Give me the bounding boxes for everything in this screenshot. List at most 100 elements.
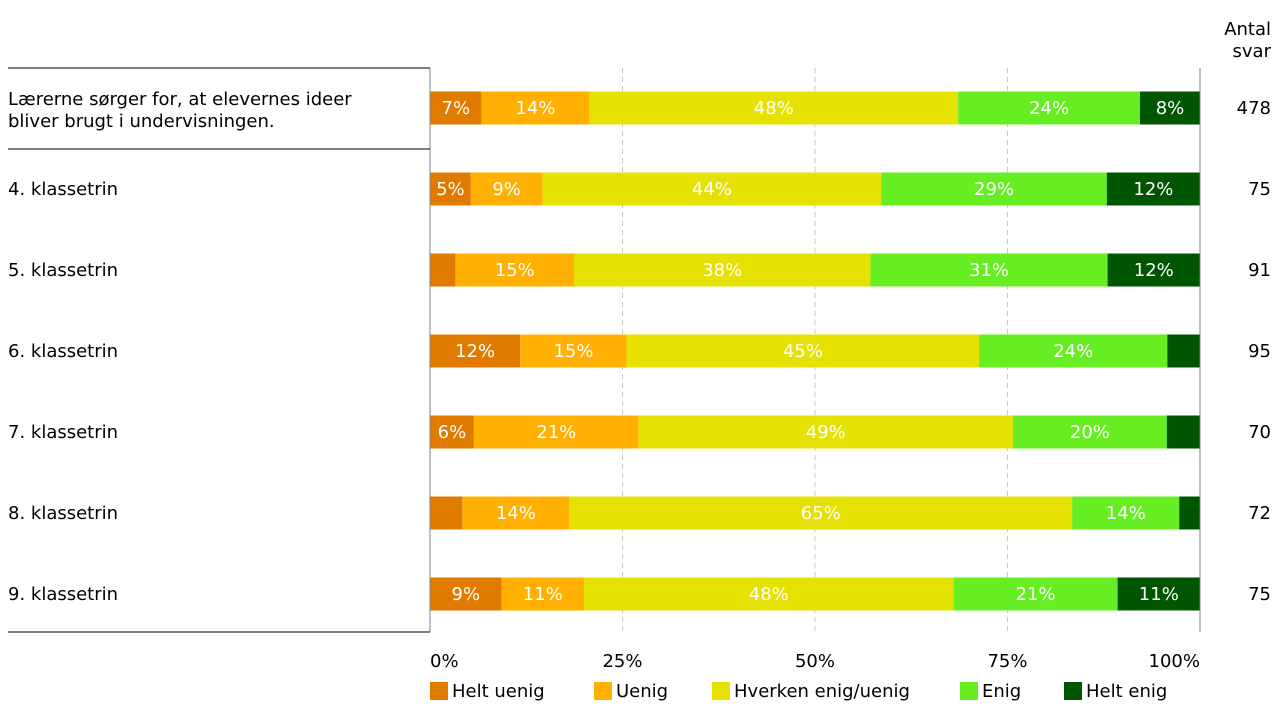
row-label: 5. klassetrin bbox=[8, 260, 118, 281]
legend: Helt uenig Uenig Hverken enig/uenig Enig Hel… bbox=[430, 681, 1167, 702]
bar-segment-helt-enig bbox=[1106, 172, 1200, 206]
count-value: 72 bbox=[1248, 503, 1271, 524]
bar-segment-uenig bbox=[501, 577, 584, 611]
bar-segment-helt-uenig bbox=[430, 253, 456, 287]
row-label: 6. klassetrin bbox=[8, 341, 118, 362]
bars: 7% 14% 48% 24% 8% 5% 9% 44% 29% 12% 15% 38% 31% 12% 12… bbox=[430, 91, 1200, 611]
row-label: 4. klassetrin bbox=[8, 179, 118, 200]
bar-data-label: 20% bbox=[1070, 422, 1110, 443]
bar-data-label: 44% bbox=[692, 179, 732, 200]
legend-entry: Hverken enig/uenig bbox=[734, 681, 910, 702]
legend-entry: Enig bbox=[982, 681, 1021, 702]
bar-data-label: 65% bbox=[801, 503, 841, 524]
bar-data-label: 14% bbox=[515, 98, 555, 119]
count-value: 478 bbox=[1237, 98, 1271, 119]
bar-segment-uenig bbox=[481, 91, 590, 125]
bar-segment-hverken-enig-uenig bbox=[638, 415, 1013, 449]
bar-segment-uenig bbox=[455, 253, 574, 287]
row-labels: Lærerne sørger for, at elevernes ideer bl… bbox=[8, 89, 352, 605]
count-header: Antal bbox=[1224, 19, 1271, 40]
bar-data-label: 5% bbox=[436, 179, 465, 200]
row-label-line: bliver brugt i undervisningen. bbox=[8, 111, 275, 132]
bar-data-label: 12% bbox=[1134, 260, 1174, 281]
bar-segment-enig bbox=[958, 91, 1140, 125]
bar-data-label: 6% bbox=[438, 422, 467, 443]
bar-data-label: 7% bbox=[442, 98, 471, 119]
bar-segment-helt-uenig bbox=[430, 577, 502, 611]
bar-data-label: 14% bbox=[1106, 503, 1146, 524]
bar-data-label: 45% bbox=[783, 341, 823, 362]
count-value: 70 bbox=[1248, 422, 1271, 443]
count-value: 91 bbox=[1248, 260, 1271, 281]
bar-segment-helt-enig bbox=[1107, 253, 1200, 287]
bar-data-label: 31% bbox=[969, 260, 1009, 281]
bar-segment-hverken-enig-uenig bbox=[542, 172, 882, 206]
bar-segment-helt-uenig bbox=[430, 91, 482, 125]
bar-segment-hverken-enig-uenig bbox=[584, 577, 954, 611]
bar-segment-helt-uenig bbox=[430, 172, 471, 206]
bar-data-label: 49% bbox=[806, 422, 846, 443]
bar-data-label: 15% bbox=[495, 260, 535, 281]
bar-segment-enig bbox=[870, 253, 1108, 287]
bar-segment-enig bbox=[1072, 496, 1180, 530]
legend-entry: Uenig bbox=[616, 681, 668, 702]
bar-data-label: 48% bbox=[754, 98, 794, 119]
bar-segment-enig bbox=[881, 172, 1107, 206]
row-label: 8. klassetrin bbox=[8, 503, 118, 524]
bar-segment-helt-enig bbox=[1179, 496, 1200, 530]
bar-segment-helt-enig bbox=[1166, 415, 1200, 449]
bar-data-label: 11% bbox=[523, 584, 563, 605]
bar-data-label: 24% bbox=[1029, 98, 1069, 119]
bar-segment-helt-enig bbox=[1167, 334, 1200, 368]
row-label: 9. klassetrin bbox=[8, 584, 118, 605]
bar-data-label: 29% bbox=[974, 179, 1014, 200]
legend-entry: Helt uenig bbox=[452, 681, 545, 702]
legend-swatch bbox=[712, 682, 730, 700]
bar-data-label: 9% bbox=[452, 584, 481, 605]
bar-segment-helt-uenig bbox=[430, 334, 521, 368]
bar-segment-enig bbox=[979, 334, 1168, 368]
bar-data-label: 48% bbox=[749, 584, 789, 605]
bar-data-label: 21% bbox=[536, 422, 576, 443]
bar-data-label: 15% bbox=[553, 341, 593, 362]
axes: 0% 25% 50% 75% 100% bbox=[8, 67, 1201, 672]
bar-data-label: 8% bbox=[1156, 98, 1185, 119]
bar-data-label: 12% bbox=[455, 341, 495, 362]
bar-segment-uenig bbox=[520, 334, 627, 368]
x-tick-label: 25% bbox=[602, 651, 642, 672]
bar-segment-hverken-enig-uenig bbox=[573, 253, 871, 287]
bar-segment-helt-uenig bbox=[430, 415, 474, 449]
bar-data-label: 12% bbox=[1133, 179, 1173, 200]
bar-segment-uenig bbox=[462, 496, 570, 530]
bar-segment-hverken-enig-uenig bbox=[569, 496, 1073, 530]
bar-segment-uenig bbox=[473, 415, 639, 449]
x-tick-label: 100% bbox=[1149, 651, 1200, 672]
legend-entry: Helt enig bbox=[1086, 681, 1167, 702]
legend-swatch bbox=[960, 682, 978, 700]
legend-swatch bbox=[1064, 682, 1082, 700]
bar-segment-uenig bbox=[470, 172, 543, 206]
row-label: 7. klassetrin bbox=[8, 422, 118, 443]
bar-data-label: 11% bbox=[1139, 584, 1179, 605]
bar-data-label: 38% bbox=[702, 260, 742, 281]
count-header: svar bbox=[1233, 41, 1272, 62]
legend-swatch bbox=[594, 682, 612, 700]
bar-segment-helt-enig bbox=[1139, 91, 1200, 125]
bar-data-label: 21% bbox=[1016, 584, 1056, 605]
x-tick-label: 0% bbox=[430, 651, 459, 672]
bar-segment-enig bbox=[953, 577, 1118, 611]
count-value: 95 bbox=[1248, 341, 1271, 362]
x-tick-label: 50% bbox=[795, 651, 835, 672]
x-tick-label: 75% bbox=[987, 651, 1027, 672]
bar-data-label: 9% bbox=[492, 179, 521, 200]
bar-segment-hverken-enig-uenig bbox=[589, 91, 959, 125]
legend-swatch bbox=[430, 682, 448, 700]
bar-segment-hverken-enig-uenig bbox=[626, 334, 980, 368]
bar-segment-helt-uenig bbox=[430, 496, 463, 530]
row-label: Lærerne sørger for, at elevernes ideer bl… bbox=[8, 89, 352, 132]
row-label-line: Lærerne sørger for, at elevernes ideer bbox=[8, 89, 352, 110]
count-value: 75 bbox=[1248, 584, 1271, 605]
bar-segment-enig bbox=[1012, 415, 1167, 449]
